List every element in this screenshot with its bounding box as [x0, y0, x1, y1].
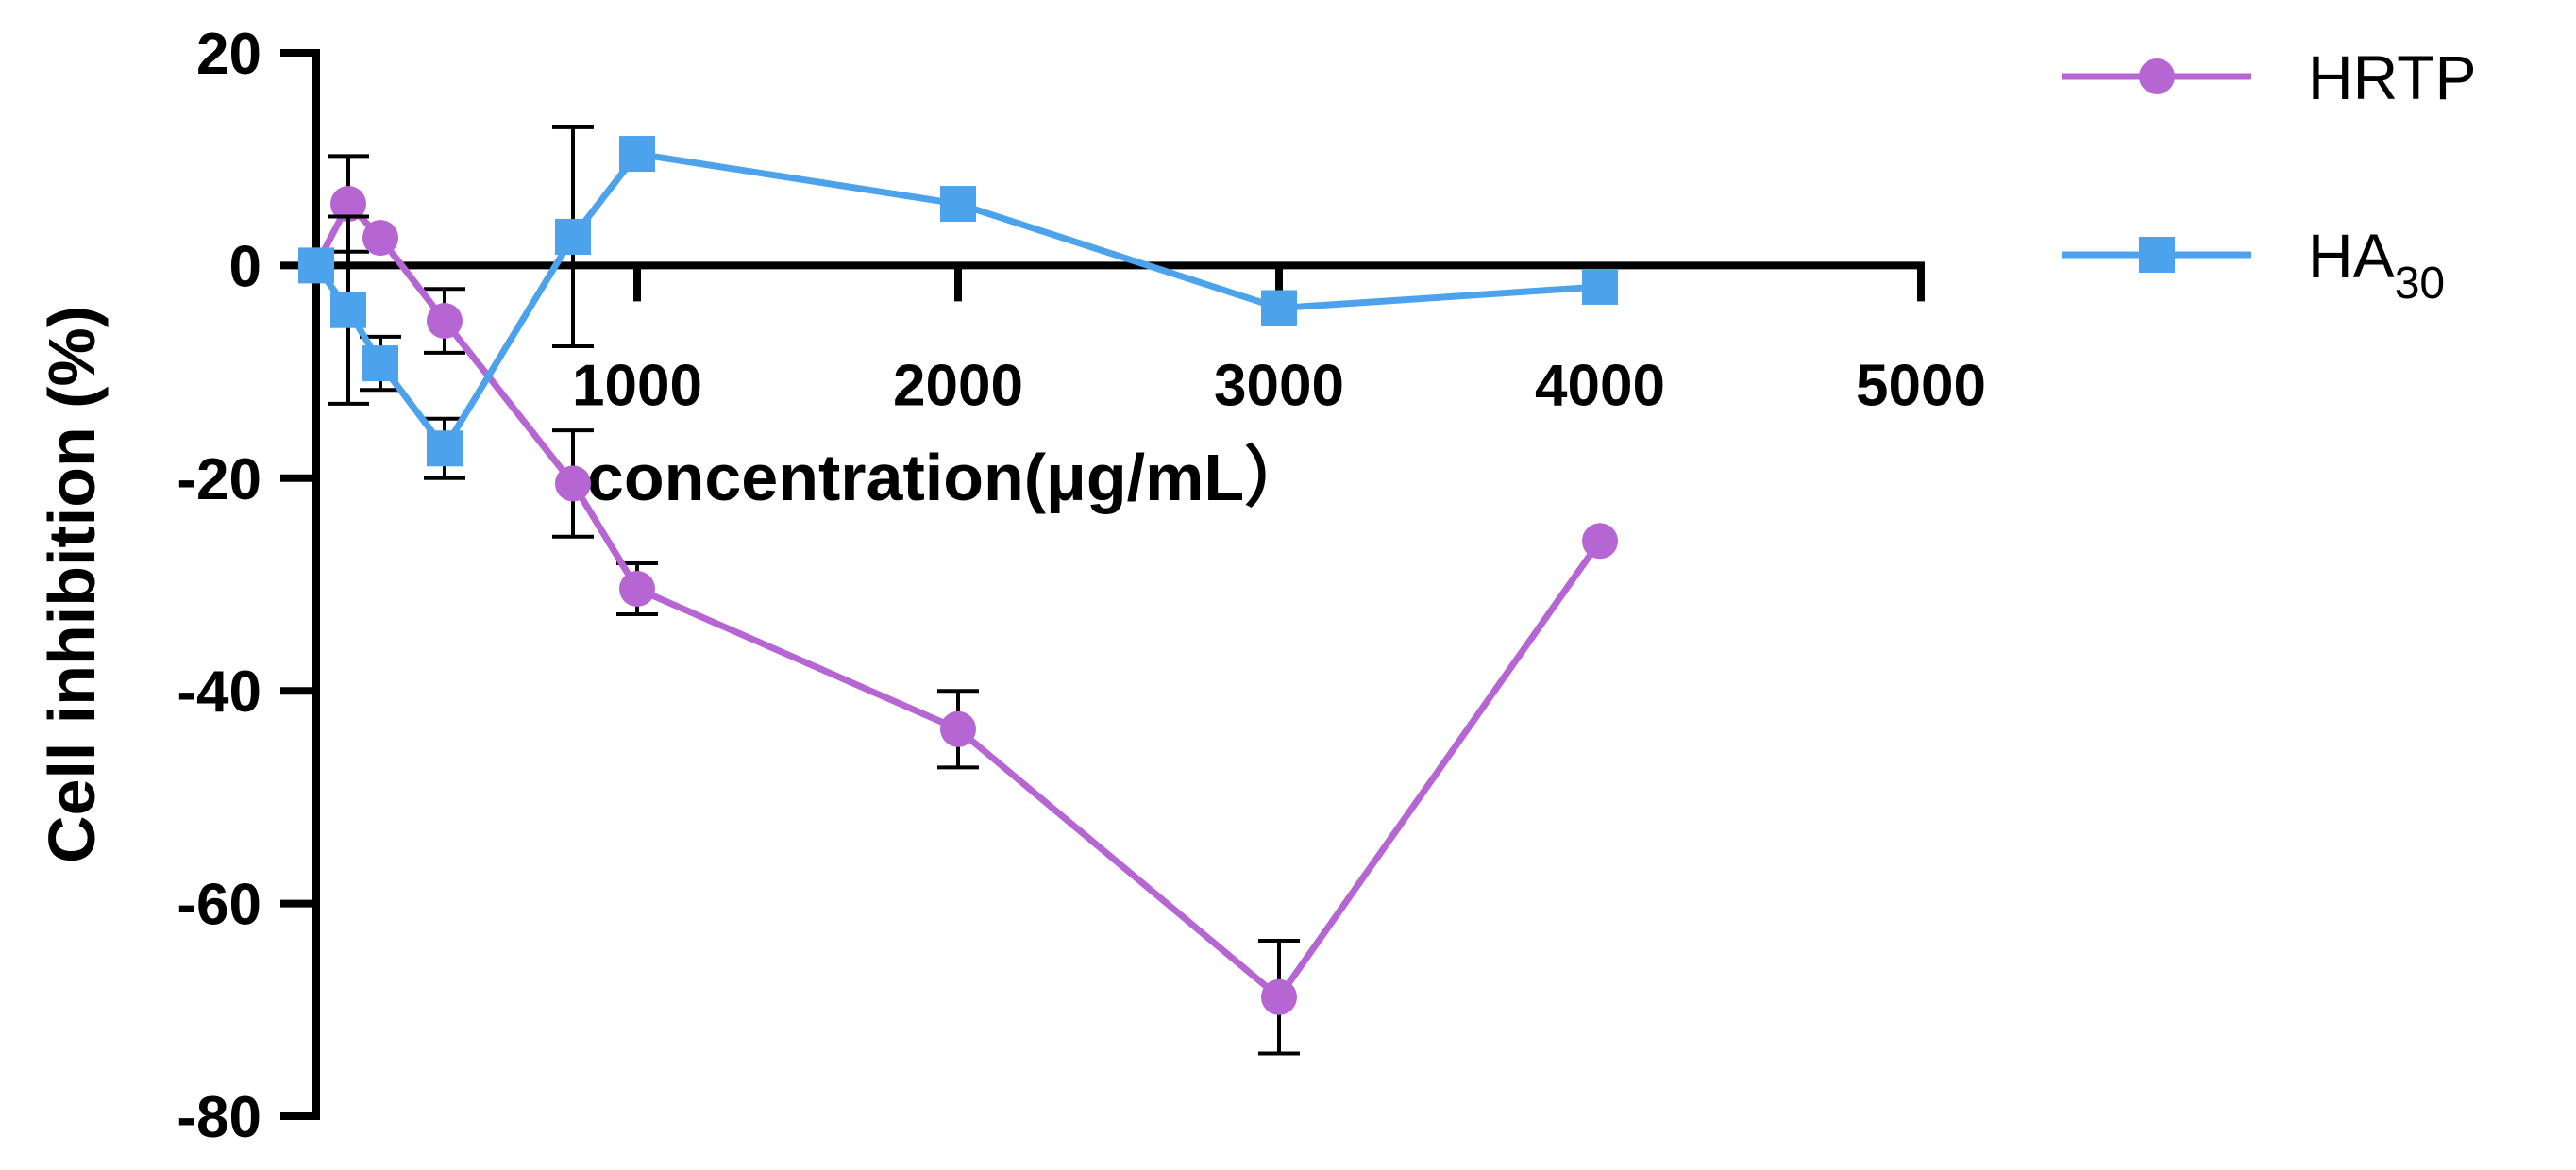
legend-marker: [2139, 237, 2175, 273]
y-tick-label: 20: [196, 22, 261, 87]
data-point: [619, 571, 655, 608]
legend-label-subscript: 30: [2395, 259, 2445, 309]
data-point: [362, 345, 398, 382]
data-point: [619, 136, 655, 173]
data-point: [555, 218, 591, 255]
x-tick-label: 5000: [1856, 353, 1986, 418]
x-tick-label: 1000: [572, 353, 702, 418]
data-point: [940, 710, 976, 747]
y-tick-label: 0: [229, 234, 261, 299]
x-tick-label: 3000: [1214, 353, 1344, 418]
data-point: [555, 465, 591, 502]
data-point: [940, 186, 976, 223]
data-point: [1261, 978, 1297, 1015]
y-tick-label: -20: [177, 447, 261, 512]
data-point: [427, 430, 463, 467]
legend-label: HA30: [2308, 221, 2445, 309]
y-tick-label: -80: [177, 1085, 261, 1150]
data-point: [427, 303, 463, 340]
legend-item-ha30: HA30: [2062, 221, 2445, 309]
data-point: [330, 292, 366, 328]
legend: HRTP HA30: [2062, 42, 2476, 309]
data-point: [298, 247, 334, 284]
data-point: [330, 186, 366, 223]
legend-label-base: HRTP: [2308, 42, 2476, 112]
data-point: [362, 220, 398, 257]
legend-label-base: HA: [2308, 221, 2395, 291]
data-point: [1582, 523, 1618, 560]
y-tick-label: -40: [177, 660, 261, 725]
legend-label: HRTP: [2308, 42, 2476, 112]
series-line: [312, 200, 1603, 1001]
x-tick-label: 2000: [893, 353, 1023, 418]
y-axis-title: Cell inhibition (%): [35, 306, 109, 863]
data-point: [1582, 268, 1618, 305]
axes: 20 0 -20 -40 -60 -80 1000 2000 3000 4000 5000 conce…: [35, 22, 1986, 1150]
y-tick-label: -60: [177, 873, 261, 938]
data-point: [1261, 290, 1297, 326]
legend-marker: [2139, 58, 2175, 94]
x-tick-label: 4000: [1535, 353, 1665, 418]
series-layer: [298, 125, 1618, 1056]
series-ha30: [298, 125, 1618, 480]
x-axis-title: concentration(μg/mL）: [587, 441, 1310, 514]
legend-item-hrtp: HRTP: [2062, 42, 2476, 112]
